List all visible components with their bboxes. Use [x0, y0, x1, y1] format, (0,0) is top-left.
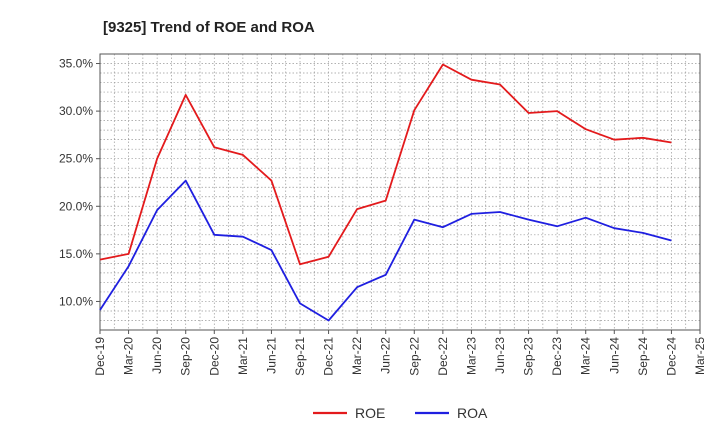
- x-tick-label: Sep-23: [522, 337, 536, 376]
- x-tick-label: Jun-20: [150, 337, 164, 374]
- y-tick-label: 35.0%: [59, 57, 93, 71]
- y-axis: 10.0% 15.0% 20.0% 25.0% 30.0% 35.0%: [59, 57, 100, 308]
- plot-frame: [99, 53, 701, 331]
- x-tick-label: Sep-24: [636, 337, 650, 376]
- x-tick-label: Mar-22: [350, 337, 364, 375]
- x-tick-label: Dec-20: [207, 337, 221, 376]
- series-line-roe: [99, 63, 672, 266]
- x-tick-label: Dec-24: [664, 337, 678, 376]
- x-tick-label: Mar-21: [236, 337, 250, 375]
- x-tick-label: Jun-22: [379, 337, 393, 374]
- y-tick-label: 15.0%: [59, 247, 93, 261]
- x-tick-label: Mar-24: [579, 337, 593, 375]
- x-tick-label: Mar-20: [122, 337, 136, 375]
- y-tick-label: 30.0%: [59, 104, 93, 118]
- grid: [99, 53, 701, 331]
- x-tick-label: Sep-21: [293, 337, 307, 376]
- legend-label-roe: ROE: [355, 405, 385, 421]
- chart-title: [9325] Trend of ROE and ROA: [103, 19, 315, 36]
- series-lines: [99, 63, 672, 322]
- x-tick-label: Jun-24: [607, 337, 621, 374]
- y-tick-label: 10.0%: [59, 294, 93, 308]
- x-tick-label: Dec-23: [550, 337, 564, 376]
- legend-label-roa: ROA: [457, 405, 488, 421]
- x-tick-label: Jun-21: [264, 337, 278, 374]
- x-axis: Dec-19 Mar-20 Jun-20 Sep-20 Dec-20 Mar-21 Jun-…: [93, 330, 707, 376]
- x-tick-label: Sep-20: [179, 337, 193, 376]
- x-tick-label: Mar-25: [693, 337, 707, 375]
- x-tick-label: Jun-23: [493, 337, 507, 374]
- x-tick-label: Dec-19: [93, 337, 107, 376]
- series-line-roa: [99, 179, 672, 322]
- legend: ROE ROA: [313, 405, 488, 421]
- y-tick-label: 25.0%: [59, 152, 93, 166]
- x-tick-label: Dec-21: [322, 337, 336, 376]
- x-tick-label: Mar-23: [464, 337, 478, 375]
- x-tick-label: Dec-22: [436, 337, 450, 376]
- x-tick-label: Sep-22: [407, 337, 421, 376]
- y-tick-label: 20.0%: [59, 199, 93, 213]
